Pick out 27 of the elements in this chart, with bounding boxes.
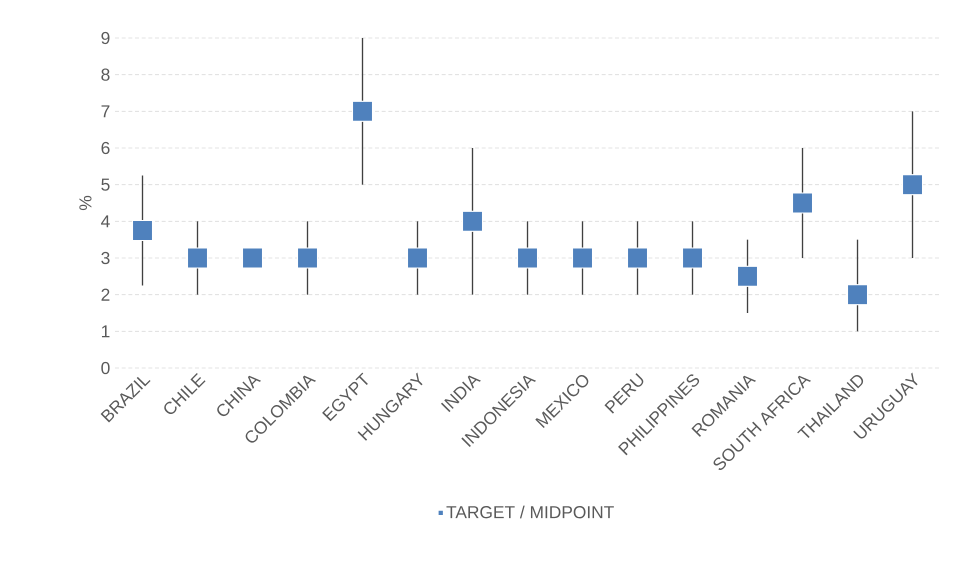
y-tick-label: 7 [102, 105, 110, 118]
y-tick-label: 8 [101, 68, 110, 81]
legend-label: TARGET / MIDPOINT [446, 506, 614, 518]
point [516, 247, 538, 269]
y-tick-label: 1 [102, 325, 110, 338]
point [626, 247, 648, 269]
y-tick-label: 5 [101, 178, 110, 191]
point [186, 247, 208, 269]
y-tick-label: 3 [101, 252, 110, 264]
point [406, 247, 428, 269]
point [682, 247, 704, 269]
y-tick-label: 0 [101, 362, 110, 374]
point [902, 174, 924, 196]
point [736, 266, 758, 287]
point [242, 247, 264, 269]
y-tick-label: 6 [102, 142, 110, 154]
point [132, 220, 154, 242]
point [462, 210, 484, 232]
point [352, 100, 374, 122]
y-tick-label: 4 [101, 215, 110, 228]
point [792, 192, 814, 214]
point [572, 247, 594, 269]
y-tick-label: 9 [101, 32, 110, 44]
point [296, 247, 318, 269]
y-axis-title: % [79, 196, 92, 210]
y-tick-label: 2 [102, 288, 110, 301]
point [846, 284, 868, 306]
